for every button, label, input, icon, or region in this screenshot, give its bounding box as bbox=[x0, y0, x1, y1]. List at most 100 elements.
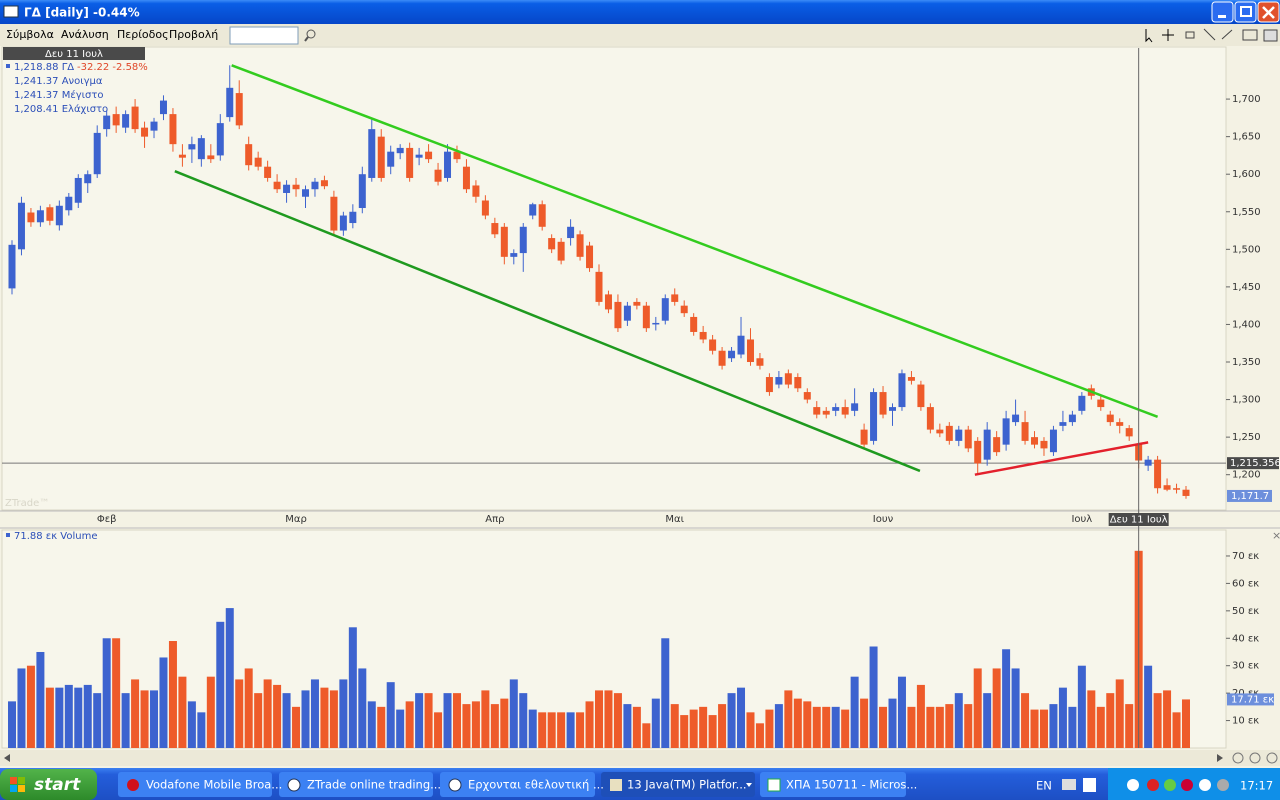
task-icon bbox=[767, 778, 781, 792]
close-panel[interactable]: × bbox=[1272, 529, 1280, 542]
candle-body bbox=[1144, 459, 1152, 466]
y-tick-label: 1,600 bbox=[1232, 169, 1261, 180]
settings-tool[interactable] bbox=[1263, 29, 1278, 42]
volume-bar bbox=[755, 723, 764, 748]
volume-bar bbox=[822, 706, 831, 748]
task-group-arrow bbox=[746, 783, 752, 787]
line-tool[interactable] bbox=[1203, 28, 1216, 41]
chart-tool[interactable] bbox=[1242, 29, 1258, 41]
candle-body bbox=[500, 226, 508, 257]
task-button[interactable] bbox=[279, 772, 433, 797]
candle-body bbox=[197, 138, 205, 160]
rect-tool[interactable] bbox=[1185, 31, 1195, 39]
candle-body bbox=[623, 305, 631, 321]
candle-body bbox=[595, 271, 603, 302]
volume-bar bbox=[661, 638, 670, 748]
title-bar bbox=[0, 0, 1280, 24]
volume-bar bbox=[8, 701, 16, 748]
candle-body bbox=[841, 407, 849, 415]
volume-bar bbox=[576, 712, 585, 748]
candle-body bbox=[746, 339, 754, 363]
menu-bar bbox=[0, 24, 1280, 46]
task-label: Vodafone Mobile Broa... bbox=[146, 778, 282, 792]
task-button-active[interactable] bbox=[601, 772, 755, 797]
task-button[interactable] bbox=[118, 772, 272, 797]
volume-bar bbox=[187, 701, 196, 748]
volume-tick-label: 70 εκ bbox=[1232, 551, 1259, 562]
volume-bar bbox=[689, 709, 698, 748]
volume-tick-label: 40 εκ bbox=[1232, 633, 1259, 644]
volume-bar bbox=[547, 712, 556, 748]
volume-bar bbox=[1115, 679, 1124, 748]
trend-tool[interactable] bbox=[1221, 29, 1233, 40]
candle-body bbox=[926, 407, 934, 430]
volume-title: 71.88 εκ Volume bbox=[14, 531, 97, 542]
candle-body bbox=[1002, 418, 1010, 445]
volume-bar bbox=[1068, 706, 1077, 748]
candle-body bbox=[642, 305, 650, 329]
zoom-out[interactable] bbox=[1232, 752, 1244, 764]
candle-body bbox=[8, 244, 16, 289]
volume-bar bbox=[282, 693, 291, 748]
task-label: ZTrade online trading... bbox=[307, 778, 441, 792]
symbol-search-box[interactable] bbox=[229, 26, 299, 45]
candle-body bbox=[1068, 414, 1076, 423]
candle-body bbox=[481, 200, 489, 216]
pointer-tool[interactable] bbox=[1145, 29, 1153, 43]
start-logo bbox=[10, 777, 17, 784]
candle-body bbox=[178, 154, 186, 158]
last-volume-label: 17.71 εκ bbox=[1231, 694, 1274, 705]
candle-body bbox=[112, 114, 120, 126]
zoom-reset[interactable] bbox=[1266, 752, 1278, 764]
candle-body bbox=[936, 429, 944, 434]
zoom-in[interactable] bbox=[1249, 752, 1261, 764]
volume-bar bbox=[604, 690, 613, 748]
task-button[interactable] bbox=[440, 772, 595, 797]
candle-body bbox=[851, 403, 859, 411]
volume-bar bbox=[1058, 687, 1067, 748]
volume-bar bbox=[812, 706, 821, 748]
candle-body bbox=[652, 322, 660, 325]
candle-body bbox=[756, 358, 764, 366]
volume-bar bbox=[869, 646, 878, 748]
task-label: 13 Java(TM) Platfor... bbox=[627, 778, 747, 792]
volume-bar bbox=[206, 676, 215, 748]
info-low: 1,208.41 Ελάχιστο bbox=[14, 103, 108, 115]
menu-item[interactable]: Περίοδος bbox=[117, 28, 169, 41]
restore-button[interactable] bbox=[1234, 1, 1257, 23]
menu-item[interactable]: Σύμβολα bbox=[6, 28, 54, 41]
candle-body bbox=[709, 339, 717, 351]
watermark: ZTrade™ bbox=[5, 498, 49, 509]
volume-bar bbox=[519, 693, 528, 748]
volume-bar bbox=[292, 706, 301, 748]
search-icon[interactable] bbox=[306, 29, 316, 39]
candle-body bbox=[964, 429, 972, 449]
candle-body bbox=[1049, 429, 1057, 453]
menu-item[interactable]: Ανάλυση bbox=[61, 28, 109, 41]
volume-bar bbox=[651, 698, 660, 748]
y-tick-label: 1,300 bbox=[1232, 395, 1261, 406]
candle-body bbox=[832, 407, 840, 411]
language[interactable]: EN bbox=[1036, 779, 1052, 793]
task-button[interactable] bbox=[760, 772, 906, 797]
minimize-button[interactable] bbox=[1211, 1, 1234, 23]
volume-bar bbox=[121, 693, 130, 748]
crosshair-tool[interactable] bbox=[1162, 29, 1174, 41]
start-button[interactable] bbox=[0, 769, 97, 800]
candle-body bbox=[84, 174, 92, 184]
volume-bar bbox=[1125, 704, 1134, 748]
volume-tick-label: 50 εκ bbox=[1232, 606, 1259, 617]
info-price: 1,218.88 ΓΔ bbox=[14, 62, 74, 73]
menu-item[interactable]: Προβολή bbox=[169, 28, 218, 41]
y-tick-label: 1,550 bbox=[1232, 207, 1261, 218]
candle-body bbox=[586, 245, 594, 269]
legend-marker bbox=[6, 64, 10, 68]
tray-icon bbox=[1217, 779, 1229, 791]
candle-body bbox=[510, 253, 518, 257]
trend-line bbox=[174, 170, 921, 473]
candle-body bbox=[889, 407, 896, 411]
scrollbar[interactable] bbox=[0, 750, 1280, 766]
volume-bar bbox=[140, 690, 149, 748]
task-label: ΧΠΑ 150711 - Micros... bbox=[786, 778, 917, 792]
